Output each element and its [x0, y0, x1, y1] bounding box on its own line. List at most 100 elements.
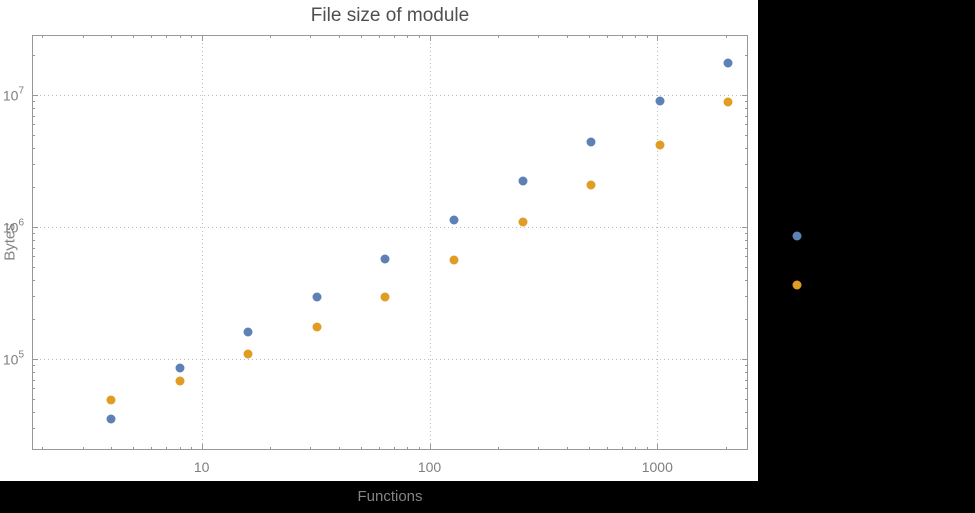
y-minor-tick [32, 398, 35, 400]
y-tick-label: 106 [2, 217, 24, 236]
x-minor-tick [42, 447, 44, 450]
y-minor-tick [745, 187, 748, 189]
y-gridline [32, 95, 748, 97]
x-minor-tick [82, 35, 84, 38]
x-minor-tick [42, 35, 44, 38]
x-tick [657, 444, 659, 450]
data-point-series-2-orange [312, 322, 322, 332]
x-minor-tick [588, 447, 590, 450]
y-minor-tick [745, 164, 748, 166]
y-minor-tick [32, 256, 35, 258]
x-minor-tick [360, 35, 362, 38]
data-point-series-1-blue [655, 96, 665, 106]
data-point-series-1-blue [518, 176, 527, 186]
y-minor-tick [745, 296, 748, 298]
y-minor-tick [745, 428, 748, 430]
y-minor-tick [745, 147, 748, 149]
y-minor-tick [745, 239, 748, 241]
data-point-series-2-orange [586, 180, 596, 189]
x-tick-label: 10 [193, 459, 210, 475]
data-point-series-2-orange [449, 255, 459, 265]
y-minor-tick [32, 239, 35, 241]
data-point-series-1-blue [175, 363, 185, 373]
y-minor-tick [32, 296, 35, 298]
y-minor-tick [745, 233, 748, 235]
x-gridline [657, 35, 659, 450]
x-minor-tick [179, 447, 181, 450]
x-minor-tick [606, 35, 608, 38]
y-minor-tick [745, 371, 748, 373]
y-tick [742, 359, 748, 361]
y-minor-tick [745, 101, 748, 103]
x-minor-tick [622, 447, 623, 450]
x-minor-tick [394, 447, 396, 450]
x-minor-tick [566, 447, 568, 450]
x-minor-tick [538, 447, 540, 450]
x-minor-tick [635, 447, 637, 450]
y-minor-tick [745, 134, 748, 136]
y-tick [742, 227, 748, 229]
y-minor-tick [32, 388, 35, 390]
data-point-series-2-orange [175, 376, 185, 386]
x-gridline [201, 35, 203, 450]
data-point-series-2-orange [792, 280, 802, 290]
x-minor-tick [646, 35, 648, 38]
x-minor-tick [133, 447, 135, 450]
y-tick [32, 95, 38, 97]
x-minor-tick [191, 35, 193, 38]
y-minor-tick [32, 55, 35, 57]
x-gridline [429, 35, 431, 450]
x-tick-label: 1000 [641, 459, 673, 475]
y-minor-tick [32, 247, 35, 249]
x-minor-tick [379, 447, 380, 450]
data-point-series-1-blue [312, 292, 322, 302]
x-minor-tick [419, 35, 421, 38]
y-minor-tick [32, 115, 35, 117]
y-minor-tick [745, 365, 748, 367]
x-tick [201, 444, 203, 450]
data-point-series-1-blue [243, 327, 253, 337]
x-minor-tick [166, 35, 168, 38]
x-minor-tick [270, 447, 272, 450]
data-point-series-2-orange [723, 97, 733, 107]
x-minor-tick [725, 35, 727, 38]
y-minor-tick [32, 107, 35, 109]
y-tick [32, 227, 38, 229]
x-minor-tick [179, 35, 181, 38]
x-minor-tick [270, 35, 272, 38]
x-tick [657, 35, 659, 41]
y-minor-tick [32, 124, 35, 126]
data-point-series-2-orange [518, 217, 527, 227]
data-point-series-1-blue [449, 215, 459, 225]
y-minor-tick [32, 319, 35, 321]
y-minor-tick [745, 379, 748, 381]
x-minor-tick [646, 447, 648, 450]
y-minor-tick [32, 101, 35, 103]
x-minor-tick [151, 35, 153, 38]
x-minor-tick [82, 447, 84, 450]
y-minor-tick [745, 411, 748, 413]
x-minor-tick [111, 447, 112, 450]
y-tick [742, 95, 748, 97]
y-minor-tick [32, 233, 35, 235]
x-minor-tick [407, 35, 409, 38]
y-minor-tick [745, 256, 748, 258]
x-minor-tick [407, 447, 409, 450]
y-minor-tick [745, 388, 748, 390]
plot-background [0, 0, 758, 481]
chart-title: File size of module [310, 5, 470, 26]
y-minor-tick [32, 266, 35, 268]
x-tick [429, 35, 431, 41]
y-minor-tick [32, 379, 35, 381]
x-minor-tick [498, 447, 500, 450]
data-point-series-2-orange [655, 140, 665, 150]
data-point-series-1-blue [723, 58, 733, 68]
x-minor-tick [166, 447, 168, 450]
y-minor-tick [32, 147, 35, 149]
y-minor-tick [32, 428, 35, 430]
x-minor-tick [588, 35, 590, 38]
y-minor-tick [745, 107, 748, 109]
y-minor-tick [32, 279, 35, 281]
x-minor-tick [725, 447, 727, 450]
data-point-series-2-orange [106, 395, 116, 405]
